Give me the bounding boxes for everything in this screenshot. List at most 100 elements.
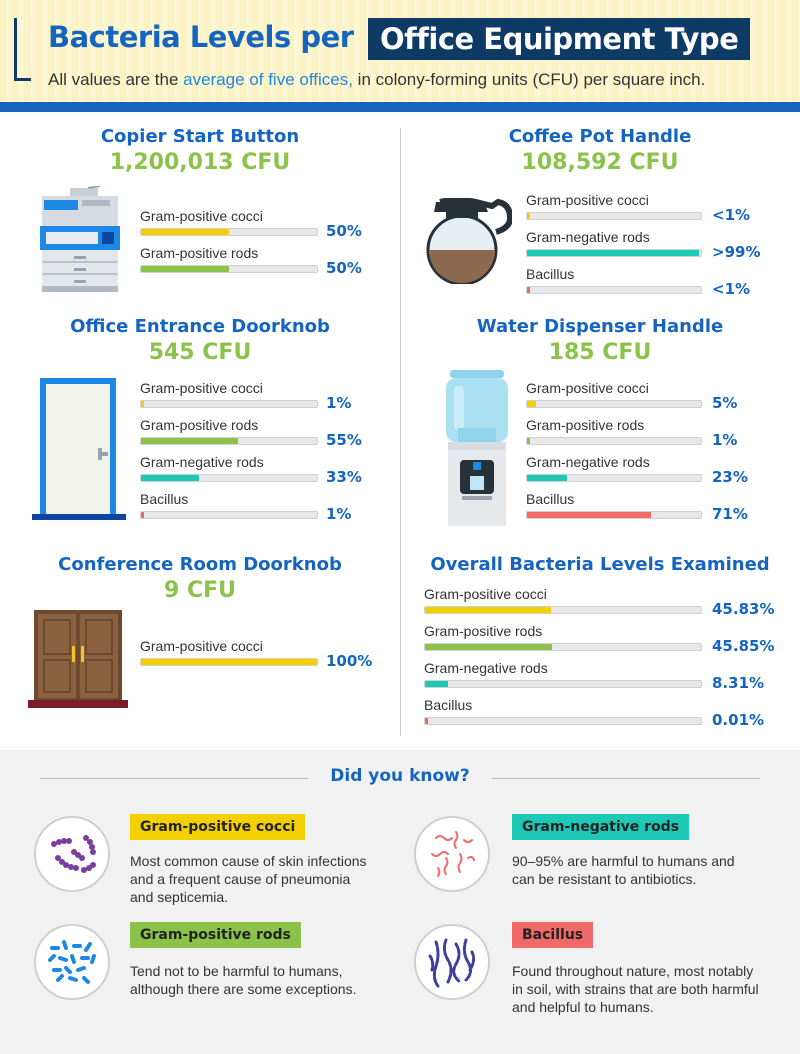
bar-fill (527, 401, 536, 407)
bar-label: Gram-positive cocci (140, 638, 263, 654)
bar-label: Gram-negative rods (526, 229, 650, 245)
bar-track (424, 680, 702, 688)
panel-overall: Overall Bacteria Levels Examined Gram-po… (400, 546, 800, 736)
bar-percent: <1% (712, 206, 751, 224)
panel-water-dispenser: Water Dispenser Handle 185 CFU Gram-posi… (400, 310, 800, 530)
bar-percent: 55% (326, 431, 362, 449)
bar-fill (141, 266, 229, 272)
bar-label: Gram-positive rods (140, 417, 259, 433)
divider-line-right (492, 778, 760, 779)
bar-percent: 45.85% (712, 637, 775, 655)
tag-bacillus: Bacillus (512, 922, 594, 948)
bar-label: Bacillus (424, 697, 473, 713)
bar-fill (527, 250, 700, 256)
bar-percent: 45.83% (712, 600, 775, 618)
bar-fill (425, 718, 428, 724)
bar-track (424, 643, 702, 651)
copier-icon (40, 186, 120, 292)
fact-gram-negative-rods: 90–95% are harmful to humans and can be … (512, 853, 735, 887)
bar-fill (425, 607, 552, 613)
subtitle-pre: All values are the (48, 70, 184, 89)
bar-percent: >99% (712, 243, 761, 261)
bar-track (526, 212, 702, 220)
panel-cfu: 185 CFU (548, 340, 652, 365)
bar-label: Gram-positive rods (140, 245, 259, 261)
bar-track (140, 228, 318, 236)
panel-title: Office Entrance Doorknob (70, 316, 330, 337)
bar-label: Gram-negative rods (424, 660, 548, 676)
bar-percent: 71% (712, 505, 748, 523)
panel-title: Water Dispenser Handle (476, 316, 724, 337)
bar-label: Gram-positive cocci (140, 380, 263, 396)
bar-fill (141, 229, 229, 235)
panel-cfu: 545 CFU (148, 340, 252, 365)
bar-track (526, 400, 702, 408)
bar-label: Gram-positive cocci (526, 380, 649, 396)
bar-label: Gram-negative rods (140, 454, 264, 470)
short-rods-icon (34, 924, 110, 1000)
bacillus-chains-icon (414, 924, 490, 1000)
bar-percent: 50% (326, 222, 362, 240)
subtitle-post: in colony-forming units (CFU) per square… (352, 70, 706, 89)
bar-track (526, 437, 702, 445)
bar-track (526, 249, 702, 257)
panel-cfu: 9 CFU (163, 578, 236, 603)
bar-percent: 8.31% (712, 674, 765, 692)
bar-label: Gram-positive cocci (526, 192, 649, 208)
bar-label: Gram-positive cocci (424, 586, 547, 602)
bar-percent: 50% (326, 259, 362, 277)
bar-track (526, 286, 702, 294)
bar-track (526, 474, 702, 482)
bar-track (140, 474, 318, 482)
panel-conference-room: Conference Room Doorknob 9 CFU Gram-posi… (0, 546, 400, 736)
tag-gram-negative-rods: Gram-negative rods (512, 814, 690, 840)
door-icon (32, 378, 126, 520)
curly-rods-icon (414, 816, 490, 892)
bar-fill (141, 475, 200, 481)
bar-percent: 0.01% (712, 711, 765, 729)
coffee-pot-icon (426, 198, 512, 284)
panel-title: Coffee Pot Handle (508, 126, 692, 147)
bar-fill (425, 644, 552, 650)
bar-fill (527, 512, 651, 518)
double-door-icon (28, 610, 128, 708)
bar-track (140, 265, 318, 273)
did-you-know-section (0, 750, 800, 1054)
bar-percent: 5% (712, 394, 738, 412)
panel-cfu: 108,592 CFU (521, 150, 679, 175)
bar-track (140, 658, 318, 666)
panel-copier: Copier Start Button 1,200,013 CFU Gram-p… (0, 120, 400, 310)
header-rule (0, 102, 800, 112)
panel-title: Overall Bacteria Levels Examined (430, 554, 770, 575)
bar-fill (527, 287, 530, 293)
bar-percent: 33% (326, 468, 362, 486)
bar-track (424, 606, 702, 614)
panel-title: Conference Room Doorknob (58, 554, 342, 575)
fact-gram-positive-cocci: Most common cause of skin infections and… (130, 853, 367, 905)
title-part-2: Office Equipment Type (368, 18, 751, 60)
bar-track (526, 511, 702, 519)
bar-track (140, 400, 318, 408)
did-you-know-title: Did you know? (330, 766, 470, 786)
panel-office-doorknob: Office Entrance Doorknob 545 CFU Gram-po… (0, 310, 400, 530)
bar-label: Gram-positive rods (526, 417, 645, 433)
cocci-chains-icon (34, 816, 110, 892)
bar-fill (527, 438, 530, 444)
subtitle-highlight: average of five offices, (183, 70, 353, 89)
bar-percent: 1% (712, 431, 738, 449)
bar-percent: <1% (712, 280, 751, 298)
tag-gram-positive-cocci: Gram-positive cocci (130, 814, 306, 840)
bar-fill (141, 659, 317, 665)
bar-fill (527, 213, 530, 219)
bar-label: Bacillus (526, 266, 575, 282)
bar-percent: 1% (326, 505, 352, 523)
panel-coffee-pot: Coffee Pot Handle 108,592 CFU Gram-posit… (400, 120, 800, 310)
tag-gram-positive-rods: Gram-positive rods (130, 922, 301, 948)
subtitle: All values are the average of five offic… (48, 70, 705, 90)
bar-label: Gram-positive rods (424, 623, 543, 639)
fact-gram-positive-rods: Tend not to be harmful to humans, althou… (130, 963, 357, 997)
bar-track (140, 437, 318, 445)
bar-label: Gram-negative rods (526, 454, 650, 470)
bar-percent: 1% (326, 394, 352, 412)
